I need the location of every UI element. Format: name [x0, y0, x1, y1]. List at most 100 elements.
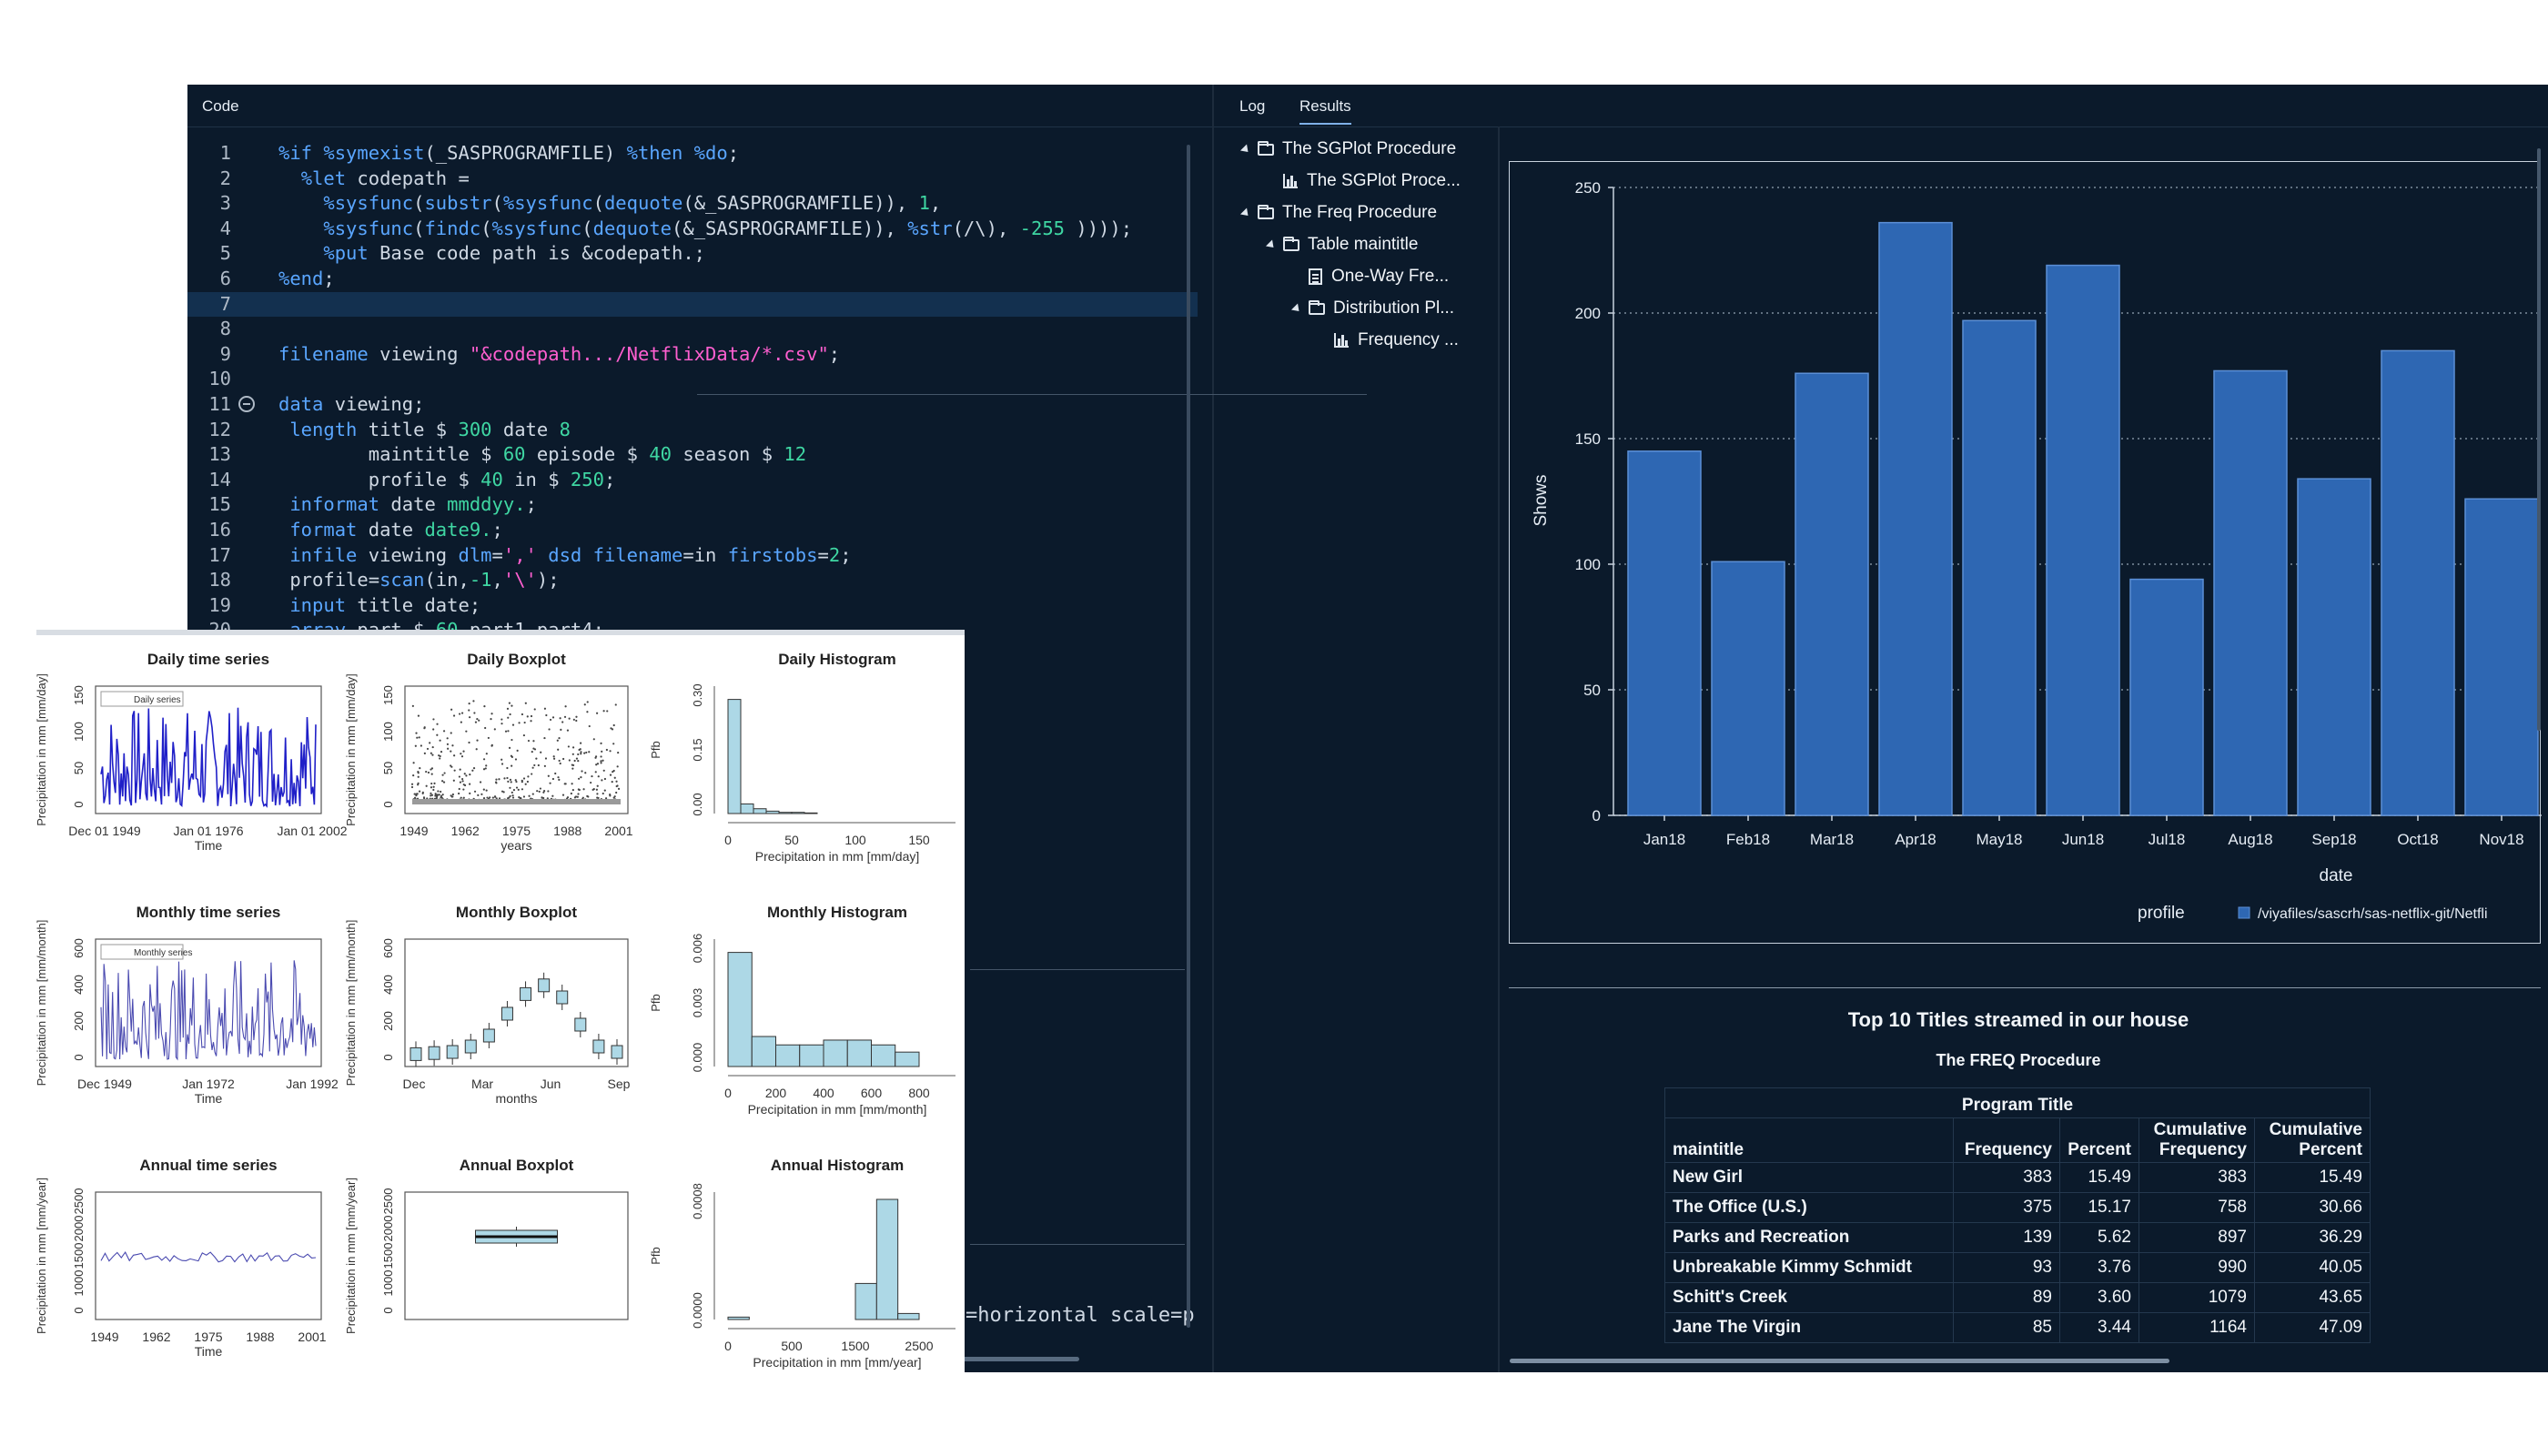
y-tick-label: 0.0000 [691, 1292, 704, 1329]
code-line[interactable]: 1 %if %symexist(_SASPROGRAMFILE) %then %d… [187, 141, 1198, 167]
outlier-point [601, 779, 603, 782]
code-line[interactable]: 8 [187, 317, 1198, 342]
outlier-point [517, 788, 520, 792]
tree-item[interactable]: Distribution Pl... [1290, 298, 1455, 318]
table-cell: 897 [2138, 1222, 2255, 1253]
code-line[interactable]: 19 input title date; [187, 593, 1198, 619]
results-vertical-scrollbar[interactable] [2537, 148, 2541, 731]
outlier-point [557, 748, 560, 751]
tree-item[interactable]: One-Way Fre... [1292, 267, 1449, 287]
outlier-point [441, 780, 444, 783]
outlier-point [609, 774, 612, 776]
tree-item[interactable]: Frequency ... [1318, 330, 1459, 350]
outlier-point [515, 780, 518, 784]
code-horizontal-scrollbar[interactable] [961, 1357, 1079, 1361]
y-tick-label: 400 [72, 975, 86, 995]
code-line[interactable]: 16 format date date9.; [187, 518, 1198, 543]
outlier-point [430, 752, 432, 754]
outlier-point [580, 751, 582, 753]
y-axis-title: Pfb [649, 1247, 662, 1265]
code-line[interactable]: 7 [187, 291, 1198, 318]
y-tick-label: 0.003 [691, 988, 704, 1018]
code-editor[interactable]: 1 %if %symexist(_SASPROGRAMFILE) %then %d… [187, 141, 1198, 643]
outlier-point [507, 780, 510, 784]
code-text: data viewing; [278, 392, 425, 415]
code-line[interactable]: 12 length title $ 300 date 8 [187, 418, 1198, 443]
code-line[interactable]: 18 profile=scan(in,-1,'\'); [187, 568, 1198, 593]
code-line[interactable]: 13 maintitle $ 60 episode $ 40 season $ … [187, 442, 1198, 468]
y-tick-label: 0 [72, 801, 86, 807]
outlier-point [511, 723, 515, 726]
outlier-point [557, 776, 560, 779]
outlier-point [600, 760, 602, 763]
outlier-point [577, 793, 580, 795]
outlier-point [549, 782, 551, 784]
expand-triangle-icon[interactable] [1290, 302, 1303, 315]
tree-item[interactable]: The SGPlot Proce... [1267, 171, 1461, 191]
outlier-point [474, 721, 478, 723]
outlier-point [458, 775, 461, 778]
outlier-point [571, 783, 573, 785]
expand-triangle-icon[interactable] [1265, 238, 1278, 251]
outlier-point [570, 792, 572, 795]
plot-title: Monthly Boxplot [456, 904, 577, 921]
tab-code[interactable]: Code [202, 97, 239, 115]
code-line[interactable]: 11 data viewing; [187, 392, 1198, 418]
col-header-frequency: Frequency [1953, 1117, 2060, 1163]
outlier-point [498, 797, 501, 800]
code-line[interactable]: 10 [187, 367, 1198, 392]
outlier-point [585, 751, 588, 754]
outlier-point [482, 758, 486, 761]
code-line[interactable]: 14 profile $ 40 in $ 250; [187, 468, 1198, 493]
x-tick-label: 150 [908, 833, 930, 847]
code-line[interactable]: 17 infile viewing dlm=',' dsd filename=i… [187, 543, 1198, 569]
legend-entry: Daily series [134, 695, 181, 705]
outlier-point [564, 783, 567, 785]
code-line[interactable]: 9 filename viewing "&codepath.../NetflixD… [187, 342, 1198, 368]
x-tick-label: 2001 [604, 824, 632, 838]
code-line[interactable]: 2 %let codepath = [187, 167, 1198, 192]
outlier-point [538, 790, 541, 794]
outlier-point [583, 703, 586, 706]
code-line[interactable]: 4 %sysfunc(findc(%sysfunc(dequote(&_SASP… [187, 217, 1198, 242]
histogram-bar [804, 812, 818, 814]
outlier-point [460, 796, 462, 799]
outlier-point [413, 793, 416, 795]
x-axis-title: Precipitation in mm [mm/day] [755, 849, 920, 864]
box [428, 1046, 440, 1060]
tab-results[interactable]: Results [1299, 97, 1351, 125]
outlier-point [450, 795, 453, 798]
tree-item[interactable]: Table maintitle [1265, 235, 1418, 255]
results-horizontal-scrollbar[interactable] [1510, 1359, 2169, 1363]
line-number: 9 [219, 342, 231, 365]
code-line[interactable]: 5 %put Base code path is &codepath.; [187, 241, 1198, 267]
outlier-point [423, 752, 426, 755]
outlier-point [430, 792, 432, 794]
tab-log[interactable]: Log [1239, 97, 1266, 115]
outlier-point [447, 747, 450, 750]
outlier-point [515, 786, 519, 789]
tree-item[interactable]: The Freq Procedure [1239, 203, 1437, 223]
outlier-point [446, 743, 450, 745]
expand-triangle-icon[interactable] [1239, 143, 1252, 156]
code-line[interactable]: 6 %end; [187, 267, 1198, 292]
collapse-icon[interactable] [238, 395, 255, 412]
outlier-point [600, 755, 602, 758]
code-line[interactable]: 3 %sysfunc(substr(%sysfunc(dequote(&_SAS… [187, 191, 1198, 217]
plot-frame [95, 685, 322, 814]
table-row: Schitt's Creek 89 3.60 1079 43.65 [1664, 1282, 2371, 1313]
outlier-point [588, 724, 591, 728]
x-tick-label: 1962 [142, 1330, 170, 1344]
outlier-point [596, 796, 599, 799]
table-cell: 36.29 [2254, 1222, 2371, 1253]
bar [1627, 450, 1702, 816]
code-line[interactable]: 15 informat date mmddyy.; [187, 492, 1198, 518]
code-vertical-scrollbar[interactable] [1187, 145, 1190, 1328]
outlier-point [461, 780, 464, 783]
y-tick-label: 0 [381, 801, 395, 807]
tree-item-label: Distribution Pl... [1333, 298, 1455, 318]
outlier-point [558, 759, 561, 763]
tree-item[interactable]: The SGPlot Procedure [1239, 139, 1456, 159]
expand-triangle-icon[interactable] [1239, 207, 1252, 219]
outlier-point [563, 715, 567, 718]
